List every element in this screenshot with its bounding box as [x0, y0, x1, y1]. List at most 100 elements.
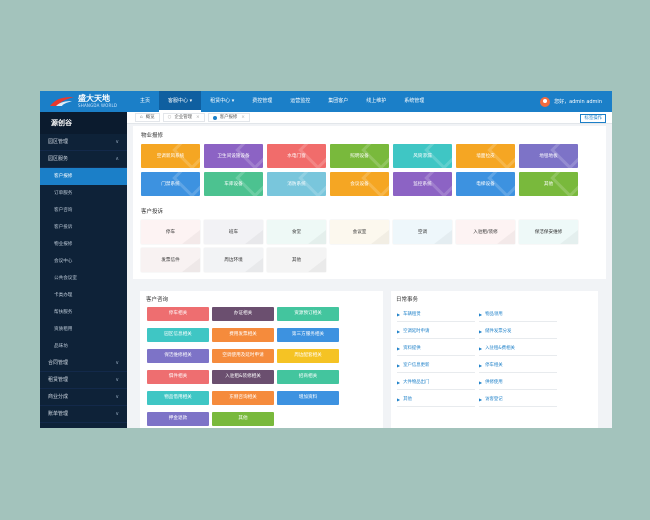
- sidebar-item[interactable]: 客户咨询: [54, 208, 73, 213]
- daily-affair-link[interactable]: ▶ 供修使用: [479, 379, 503, 386]
- daily-affair-label: 资料提供: [403, 346, 421, 351]
- nav-item-3[interactable]: 费控管理: [252, 98, 273, 104]
- daily-affair-link[interactable]: ▶ 大件物品出门: [397, 379, 429, 386]
- complaint-category-tile[interactable]: 班车: [204, 220, 263, 244]
- consult-topic-button[interactable]: 押金退款: [147, 412, 209, 426]
- sidebar-item[interactable]: 卡类办理: [54, 293, 73, 298]
- consult-topic-button[interactable]: 俱件相关: [147, 370, 209, 384]
- repair-category-tile[interactable]: 地毯地板: [519, 144, 578, 168]
- sidebar-item[interactable]: 订单服务: [54, 191, 73, 196]
- sidebar-section[interactable]: 租赁管理 ∨: [40, 372, 127, 389]
- consult-topic-button[interactable]: 保洁维修相关: [147, 349, 209, 363]
- repair-category-tile[interactable]: 消防系统: [267, 172, 326, 196]
- nav-item-4[interactable]: 运营监控: [290, 98, 311, 104]
- sidebar-section-label: 园区服务: [48, 156, 69, 162]
- complaint-category-tile[interactable]: 周边环境: [204, 248, 263, 272]
- repair-category-tile[interactable]: 墙面拉皮: [456, 144, 515, 168]
- sidebar-item[interactable]: 资质租用: [54, 327, 73, 332]
- consult-topic-button[interactable]: 招商相关: [277, 370, 339, 384]
- chevron-icon: ∨: [115, 394, 119, 400]
- complaint-category-tile[interactable]: 保洁保安维修: [519, 220, 578, 244]
- brand-logo[interactable]: 盛大天地 SHANGDA WORLD: [40, 91, 131, 112]
- user-menu[interactable]: 您好，admin admin: [540, 91, 602, 112]
- close-icon[interactable]: ×: [196, 115, 200, 120]
- sidebar-section[interactable]: 园区管理 ∨: [40, 134, 127, 151]
- consult-topic-button[interactable]: 增加资料: [277, 391, 339, 405]
- divider: [479, 321, 557, 322]
- daily-affair-label: 入驻租&费相关: [485, 346, 515, 351]
- consult-topic-button[interactable]: 物品借用相关: [147, 391, 209, 405]
- play-triangle-icon: ▶: [397, 345, 401, 351]
- repair-category-tile[interactable]: 车库设备: [204, 172, 263, 196]
- nav-item-6[interactable]: 线上维护: [366, 98, 387, 104]
- consult-topic-button[interactable]: 空调使用及延时申请: [212, 349, 274, 363]
- close-icon[interactable]: ×: [241, 115, 245, 120]
- daily-affair-link[interactable]: ▶ 物品领用: [479, 311, 503, 318]
- sidebar-item[interactable]: 物业报修: [54, 242, 73, 247]
- play-triangle-icon: ▶: [397, 362, 401, 368]
- repair-category-tile[interactable]: 风筒渗漏: [393, 144, 452, 168]
- repair-category-tile[interactable]: 卫生间设施设备: [204, 144, 263, 168]
- complaint-category-tile[interactable]: 食堂: [267, 220, 326, 244]
- daily-affair-link[interactable]: ▶ 访客登记: [479, 396, 503, 403]
- sidebar-item[interactable]: 客户投诉: [54, 225, 73, 230]
- nav-item-1[interactable]: 客服中心 ▾: [159, 91, 202, 112]
- divider: [397, 321, 475, 322]
- consult-topic-button[interactable]: 资源预订相关: [277, 307, 339, 321]
- daily-affair-link[interactable]: ▶ 储件发票分发: [479, 328, 511, 335]
- daily-affair-link[interactable]: ▶ 入驻租&费相关: [479, 345, 515, 352]
- tab-home[interactable]: ⌂ 概览: [135, 113, 160, 122]
- repair-category-tile[interactable]: 水电门窗: [267, 144, 326, 168]
- daily-affair-link[interactable]: ▶ 停车相关: [479, 362, 503, 369]
- nav-item-7[interactable]: 系统管理: [404, 98, 425, 104]
- divider: [397, 338, 475, 339]
- repair-category-tile[interactable]: 门禁系统: [141, 172, 200, 196]
- consult-topic-button[interactable]: 园区信息相关: [147, 328, 209, 342]
- sidebar-section[interactable]: 园区服务 ∧: [40, 151, 127, 168]
- sidebar-section[interactable]: 合同管理 ∨: [40, 355, 127, 372]
- consult-topic-button[interactable]: 入驻租&装修相关: [212, 370, 274, 384]
- repair-category-tile[interactable]: 空调新风系统: [141, 144, 200, 168]
- sidebar-section[interactable]: 账单管理 ∨: [40, 406, 127, 423]
- complaint-category-tile[interactable]: 会议室: [330, 220, 389, 244]
- nav-item-0[interactable]: 主页: [140, 98, 151, 104]
- sidebar-item[interactable]: 公共会议室: [54, 276, 77, 281]
- tab-repair-label: 客户报修: [219, 115, 238, 120]
- home-icon: ⌂: [140, 115, 143, 120]
- nav-item-2[interactable]: 租赁中心 ▾: [210, 98, 235, 104]
- consult-topic-button[interactable]: 其他: [212, 412, 274, 426]
- tab-repair[interactable]: 客户报修 ×: [207, 113, 250, 122]
- sidebar-item[interactable]: 帮扶服务: [54, 310, 73, 315]
- complaint-category-tile[interactable]: 停车: [141, 220, 200, 244]
- tab-bar: ⌂ 概览 ○ 企业管理 × 客户报修 × 标签操作: [127, 112, 612, 124]
- consult-topic-button[interactable]: 办证相关: [212, 307, 274, 321]
- complaint-category-tile[interactable]: 入驻租/装修: [456, 220, 515, 244]
- consult-topic-button[interactable]: 周边配套相关: [277, 349, 339, 363]
- repair-category-tile[interactable]: 监控系统: [393, 172, 452, 196]
- repair-category-tile[interactable]: 照明设备: [330, 144, 389, 168]
- daily-affair-link[interactable]: ▶ 空调延时申请: [397, 328, 430, 335]
- repair-category-tile[interactable]: 会议设备: [330, 172, 389, 196]
- repair-category-tile[interactable]: 其他: [519, 172, 578, 196]
- tab-operations-button[interactable]: 标签操作: [580, 114, 606, 123]
- daily-affair-link[interactable]: ▶ 室户信息更新: [397, 362, 429, 369]
- complaint-category-tile[interactable]: 其他: [267, 248, 326, 272]
- play-triangle-icon: ▶: [397, 311, 401, 317]
- complaint-category-tile[interactable]: 发票信件: [141, 248, 200, 272]
- consult-topic-button[interactable]: 停车相关: [147, 307, 209, 321]
- daily-affair-link[interactable]: ▶ 车辆租赁: [397, 311, 421, 318]
- daily-affair-link[interactable]: ▶ 资料提供: [397, 345, 421, 352]
- daily-affair-label: 空调延时申请: [403, 329, 430, 334]
- sidebar-item[interactable]: 客户报修: [40, 168, 127, 185]
- tab-enterprise[interactable]: ○ 企业管理 ×: [162, 113, 205, 122]
- sidebar-item[interactable]: 品味坊: [54, 344, 68, 349]
- consult-topic-button[interactable]: 东侧咨询相关: [212, 391, 274, 405]
- daily-affair-link[interactable]: ▶ 其他: [397, 396, 412, 403]
- consult-topic-button[interactable]: 第三方服务相关: [277, 328, 339, 342]
- repair-category-tile[interactable]: 电梯设备: [456, 172, 515, 196]
- sidebar-section[interactable]: 商业分成 ∨: [40, 389, 127, 406]
- complaint-category-tile[interactable]: 空调: [393, 220, 452, 244]
- consult-topic-button[interactable]: 费用发票相关: [212, 328, 274, 342]
- nav-item-5[interactable]: 集团客户: [328, 98, 349, 104]
- sidebar-item[interactable]: 会议中心: [54, 259, 73, 264]
